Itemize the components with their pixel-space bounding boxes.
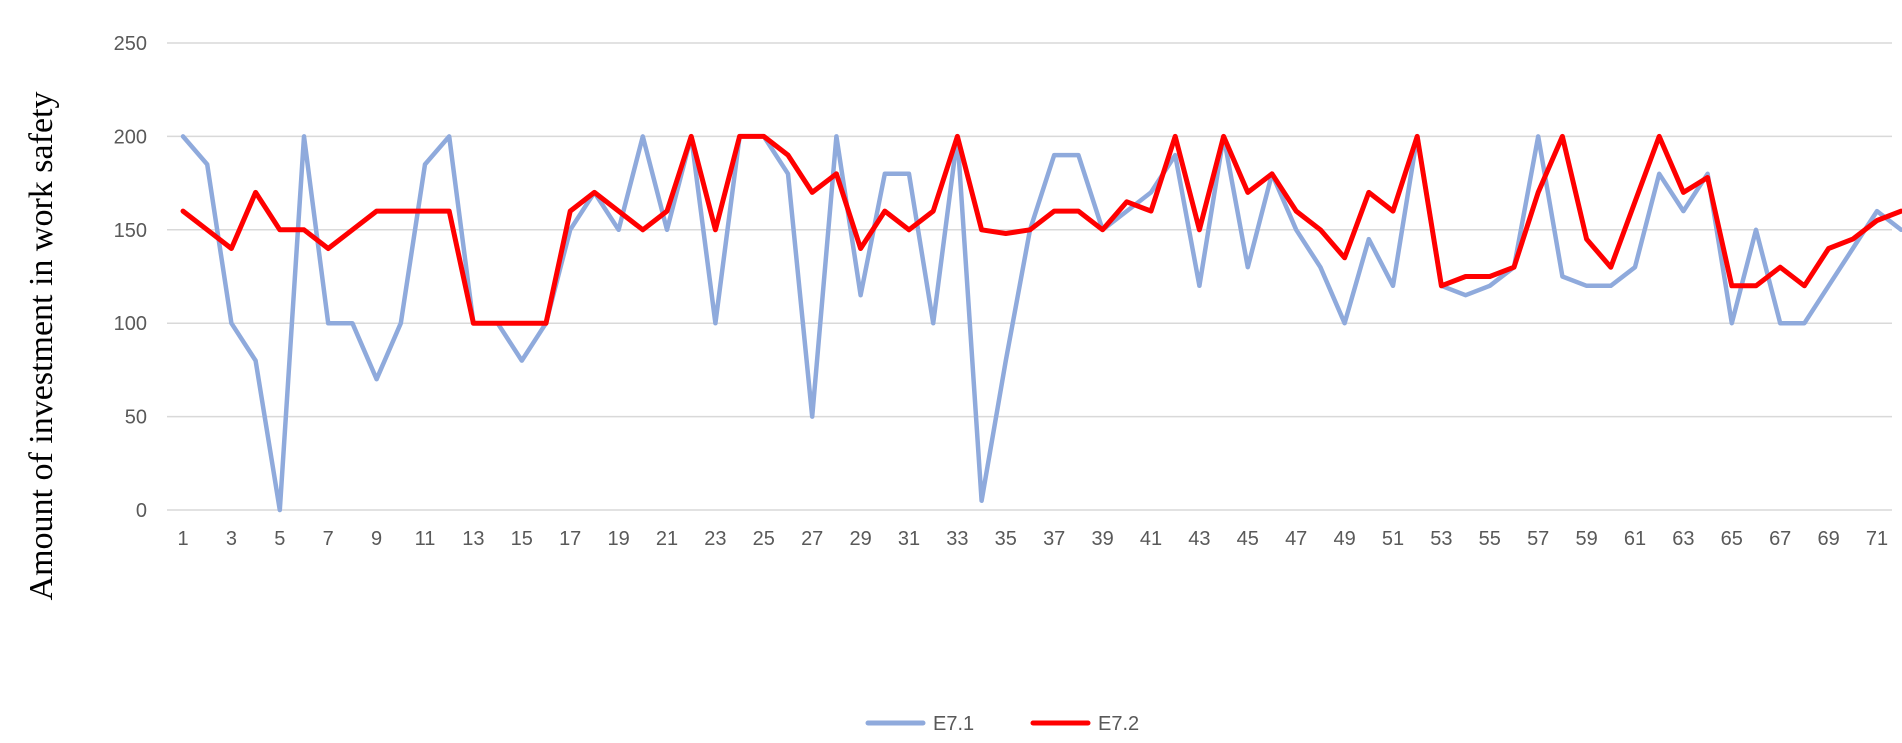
x-tick-label: 59 — [1575, 528, 1597, 550]
x-tick-label: 45 — [1237, 528, 1259, 550]
x-tick-label: 9 — [371, 528, 382, 550]
x-tick-label: 15 — [511, 528, 533, 550]
x-tick-label: 29 — [849, 528, 871, 550]
x-tick-label: 57 — [1527, 528, 1549, 550]
x-tick-label: 5 — [274, 528, 285, 550]
x-tick-label: 21 — [656, 528, 678, 550]
gridlines — [167, 42, 1892, 511]
x-tick-label: 51 — [1382, 528, 1404, 550]
x-tick-label: 19 — [607, 528, 629, 550]
legend-label: E7.1 — [933, 713, 974, 735]
x-tick-label: 11 — [415, 528, 436, 550]
x-tick-label: 71 — [1866, 528, 1888, 550]
y-axis-label: Amount of investment in work safety — [23, 92, 60, 601]
x-tick-label: 55 — [1479, 528, 1501, 550]
x-tick-label: 35 — [995, 528, 1017, 550]
x-tick-label: 69 — [1817, 528, 1839, 550]
legend-label: E7.2 — [1098, 713, 1139, 735]
x-tick-label: 33 — [946, 528, 968, 550]
y-tick-label: 200 — [114, 126, 147, 148]
x-tick-label: 23 — [704, 528, 726, 550]
x-tick-label: 67 — [1769, 528, 1791, 550]
x-tick-label: 53 — [1430, 528, 1452, 550]
x-tick-label: 41 — [1140, 528, 1162, 550]
x-tick-label: 63 — [1672, 528, 1694, 550]
series-lines — [180, 133, 1902, 513]
x-tick-label: 13 — [462, 528, 484, 550]
x-tick-label: 3 — [226, 528, 237, 550]
y-tick-label: 0 — [136, 500, 147, 522]
x-tick-label: 43 — [1188, 528, 1210, 550]
x-tick-label: 7 — [323, 528, 334, 550]
y-tick-label: 100 — [114, 313, 147, 335]
x-tick-label: 61 — [1624, 528, 1646, 550]
x-tick-label: 49 — [1333, 528, 1355, 550]
x-axis-tick-labels: 1 3 5 7 9 11 13 15 17 19 21 23 25 27 29 31 33 35 37 39 41 43 4… — [177, 528, 1888, 550]
x-tick-label: 37 — [1043, 528, 1065, 550]
y-axis-tick-labels: 0 50 100 150 200 250 — [114, 33, 147, 522]
y-tick-label: 50 — [125, 407, 147, 429]
x-tick-label: 1 — [177, 528, 188, 550]
y-tick-label: 250 — [114, 33, 147, 55]
x-tick-label: 47 — [1285, 528, 1307, 550]
x-tick-label: 39 — [1091, 528, 1113, 550]
x-tick-label: 25 — [753, 528, 775, 550]
series-line-E7-2 — [180, 133, 1902, 326]
legend: E7.1 E7.2 — [865, 713, 1139, 735]
x-tick-label: 17 — [559, 528, 581, 550]
series-line-E7-1 — [180, 134, 1902, 513]
x-tick-label: 65 — [1721, 528, 1743, 550]
x-tick-label: 31 — [898, 528, 920, 550]
y-tick-label: 150 — [114, 220, 147, 242]
x-tick-label: 27 — [801, 528, 823, 550]
